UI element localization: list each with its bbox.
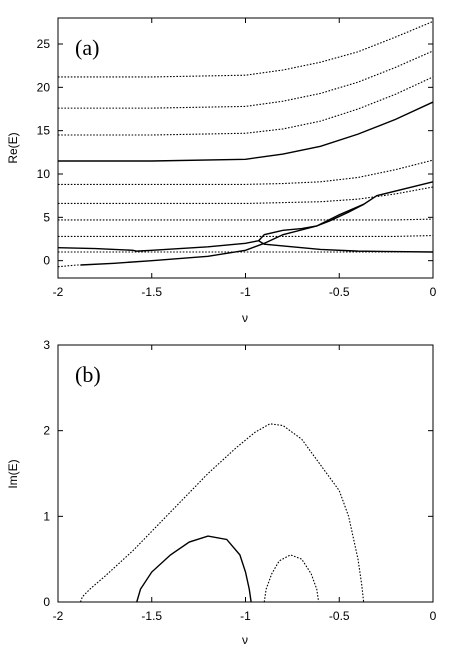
panel-a-xticks: -2 -1.5 -1 -0.5 0 [53, 18, 437, 299]
panel-a-ytick-label: 20 [37, 80, 51, 94]
panel-a-curve [57, 239, 434, 253]
panel-a-tag: (a) [75, 35, 99, 60]
panel-a-yticks: 0 5 10 15 20 25 [37, 37, 433, 268]
panel-b: -2 -1.5 -1 -0.5 0 0 1 2 3 (b) ν Im(E) [6, 338, 437, 647]
panel-a-curve [58, 186, 434, 205]
panel-a-curves [57, 20, 434, 268]
panel-b-curve [79, 423, 365, 603]
panel-a-curve [58, 20, 434, 78]
panel-b-xtick-label: -1.5 [141, 609, 162, 623]
panel-b-ylabel: Im(E) [6, 459, 20, 488]
panel-a-ylabel: Re(E) [6, 132, 20, 163]
panel-b-ytick-label: 0 [43, 595, 50, 609]
panel-a: -2 -1.5 -1 -0.5 0 0 5 10 15 20 25 (a) ν Re(E) [6, 17, 437, 325]
panel-b-tag: (b) [75, 362, 101, 387]
panel-a-xtick-label: -0.5 [329, 285, 350, 299]
panel-a-curve [58, 159, 434, 185]
panel-a-ytick-label: 25 [37, 37, 51, 51]
panel-a-ytick-label: 5 [43, 210, 50, 224]
panel-a-ytick-label: 15 [37, 124, 51, 138]
panel-a-curve [58, 50, 434, 109]
panel-b-xtick-label: -1 [240, 609, 251, 623]
panel-b-curves [79, 423, 365, 603]
panel-b-ytick-label: 1 [43, 509, 50, 523]
panel-b-xticks: -2 -1.5 -1 -0.5 0 [53, 345, 437, 623]
panel-a-curve [80, 181, 434, 266]
panel-b-xtick-label: 0 [430, 609, 437, 623]
panel-b-xtick-label: -0.5 [329, 609, 350, 623]
panel-b-xlabel: ν [242, 633, 248, 647]
panel-b-ytick-label: 3 [43, 338, 50, 352]
panel-a-curve [58, 101, 434, 162]
panel-b-yticks: 0 1 2 3 [43, 338, 433, 609]
panel-a-curve [57, 264, 81, 268]
panel-a-xtick-label: -2 [53, 285, 64, 299]
panel-b-ytick-label: 2 [43, 424, 50, 438]
panel-a-xtick-label: 0 [430, 285, 437, 299]
panel-b-xtick-label: -2 [53, 609, 64, 623]
panel-b-frame [57, 344, 434, 603]
panel-a-ytick-label: 0 [43, 254, 50, 268]
panel-b-curve [263, 554, 320, 603]
panel-a-curve [58, 234, 434, 237]
panel-a-ytick-label: 10 [37, 167, 51, 181]
panel-a-xlabel: ν [242, 311, 248, 325]
panel-a-curve [258, 203, 364, 242]
panel-a-frame [57, 17, 434, 279]
panel-a-xtick-label: -1.5 [141, 285, 162, 299]
panel-b-curve [136, 535, 252, 603]
panel-a-curve [58, 218, 434, 221]
panel-a-xtick-label: -1 [240, 285, 251, 299]
panel-a-curve [58, 76, 434, 136]
